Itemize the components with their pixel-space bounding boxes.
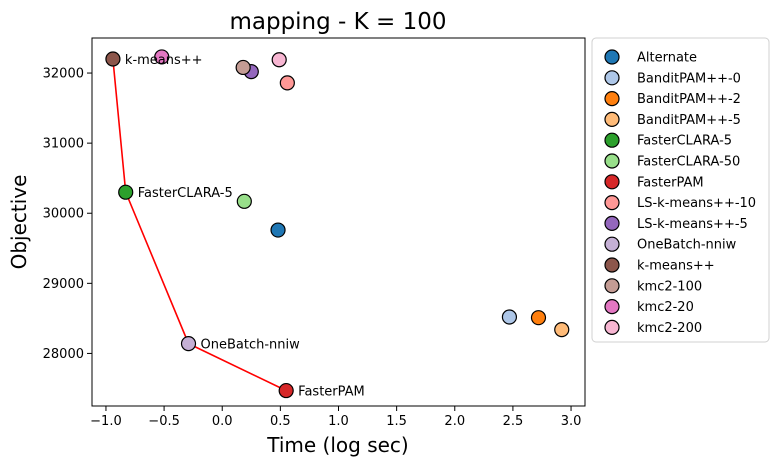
legend-marker-kmc2-20 (604, 299, 620, 315)
annotation-fasterclara-5: FasterCLARA-5 (138, 186, 233, 201)
legend-marker-banditpamplusplus-2 (604, 90, 620, 107)
y-tick-label: 32000 (43, 67, 84, 82)
x-tick-label: −0.5 (148, 414, 180, 429)
x-axis-ticks: −1.0 −0.5 0.0 0.5 1.0 1.5 2.0 2.5 3.0 (90, 406, 581, 429)
point-kmc2-20 (154, 49, 170, 65)
legend-marker-alternate (604, 49, 620, 65)
annotation-onebatch-nniw: OneBatch-nniw (201, 338, 301, 353)
legend-marker-fasterclara-5 (604, 132, 620, 148)
point-fasterclara-5 (118, 184, 134, 200)
legend-label-kmc2-200: kmc2-200 (637, 321, 702, 336)
x-tick-label: 1.0 (328, 414, 349, 429)
y-tick-label: 31000 (43, 137, 84, 152)
x-tick-label: 0.5 (270, 414, 291, 429)
x-tick-label: 3.0 (561, 414, 582, 429)
legend-marker-ls-k-meansplusplus-10 (604, 195, 620, 211)
x-tick-label: 1.5 (386, 414, 407, 429)
point-fasterclara-50 (236, 193, 252, 209)
point-k-meansplusplus (105, 51, 121, 67)
annotation-fasterpam: FasterPAM (298, 385, 365, 400)
point-kmc2-200 (271, 52, 287, 68)
legend-marker-fasterpam (604, 174, 620, 190)
point-banditpamplusplus-5 (554, 321, 570, 338)
legend-marker-banditpamplusplus-0 (604, 70, 620, 86)
legend-marker-kmc2-100 (604, 278, 620, 294)
x-tick-label: 2.0 (444, 414, 465, 429)
y-axis-label: Objective (7, 175, 31, 270)
chart-title: mapping - K = 100 (229, 9, 446, 35)
x-axis-label: Time (log sec) (266, 433, 408, 457)
point-fasterpam (278, 382, 294, 399)
legend-label-banditpamplusplus-0: BanditPAM++-0 (637, 71, 741, 86)
legend-label-fasterpam: FasterPAM (637, 175, 704, 190)
y-tick-label: 29000 (43, 277, 84, 292)
point-kmc2-100 (235, 59, 251, 76)
legend-marker-kmc2-200 (604, 319, 620, 335)
point-banditpamplusplus-2 (530, 310, 547, 326)
points-layer (105, 49, 570, 399)
legend-marker-k-meansplusplus (604, 257, 620, 273)
legend-label-alternate: Alternate (637, 51, 697, 66)
point-onebatch-nniw (180, 336, 197, 352)
legend-label-fasterclara-5: FasterCLARA-5 (637, 134, 732, 149)
legend-label-fasterclara-50: FasterCLARA-50 (637, 155, 740, 170)
legend-label-onebatch-nniw: OneBatch-nniw (637, 238, 737, 253)
legend-label-kmc2-100: kmc2-100 (637, 279, 702, 294)
legend-label-kmc2-20: kmc2-20 (637, 300, 694, 315)
legend-label-ls-k-meansplusplus-10: LS-k-means++-10 (637, 196, 756, 211)
legend-label-ls-k-meansplusplus-5: LS-k-means++-5 (637, 217, 748, 232)
annotation-layer: k-means++ FasterCLARA-5 OneBatch-nniw Faste… (125, 53, 365, 400)
legend-label-k-meansplusplus: k-means++ (637, 259, 715, 274)
pareto-front-line (112, 58, 287, 392)
legend-frame (591, 37, 770, 343)
plot-background (92, 38, 585, 406)
point-alternate (270, 222, 286, 238)
legend-marker-fasterclara-50 (604, 153, 620, 169)
x-tick-label: 2.5 (503, 414, 524, 429)
legend-label-banditpamplusplus-2: BanditPAM++-2 (637, 92, 741, 107)
y-tick-label: 28000 (43, 347, 84, 362)
annotation-k-meansplusplus: k-means++ (125, 53, 203, 68)
legend-marker-banditpamplusplus-5 (604, 111, 620, 128)
y-tick-label: 30000 (43, 207, 84, 222)
x-tick-label: 0.0 (212, 414, 233, 429)
legend-marker-onebatch-nniw (604, 236, 620, 252)
legend-label-banditpamplusplus-5: BanditPAM++-5 (637, 113, 741, 128)
point-banditpamplusplus-0 (501, 309, 518, 325)
legend: Alternate BanditPAM++-0 BanditPAM++-2 Bandi… (591, 37, 770, 343)
x-tick-label: −1.0 (90, 414, 122, 429)
legend-marker-ls-k-meansplusplus-5 (604, 215, 620, 231)
y-axis-ticks: 28000 29000 30000 31000 32000 (43, 67, 92, 362)
point-ls-k-meansplusplus-10 (279, 75, 295, 91)
pareto-front-layer (112, 58, 287, 392)
